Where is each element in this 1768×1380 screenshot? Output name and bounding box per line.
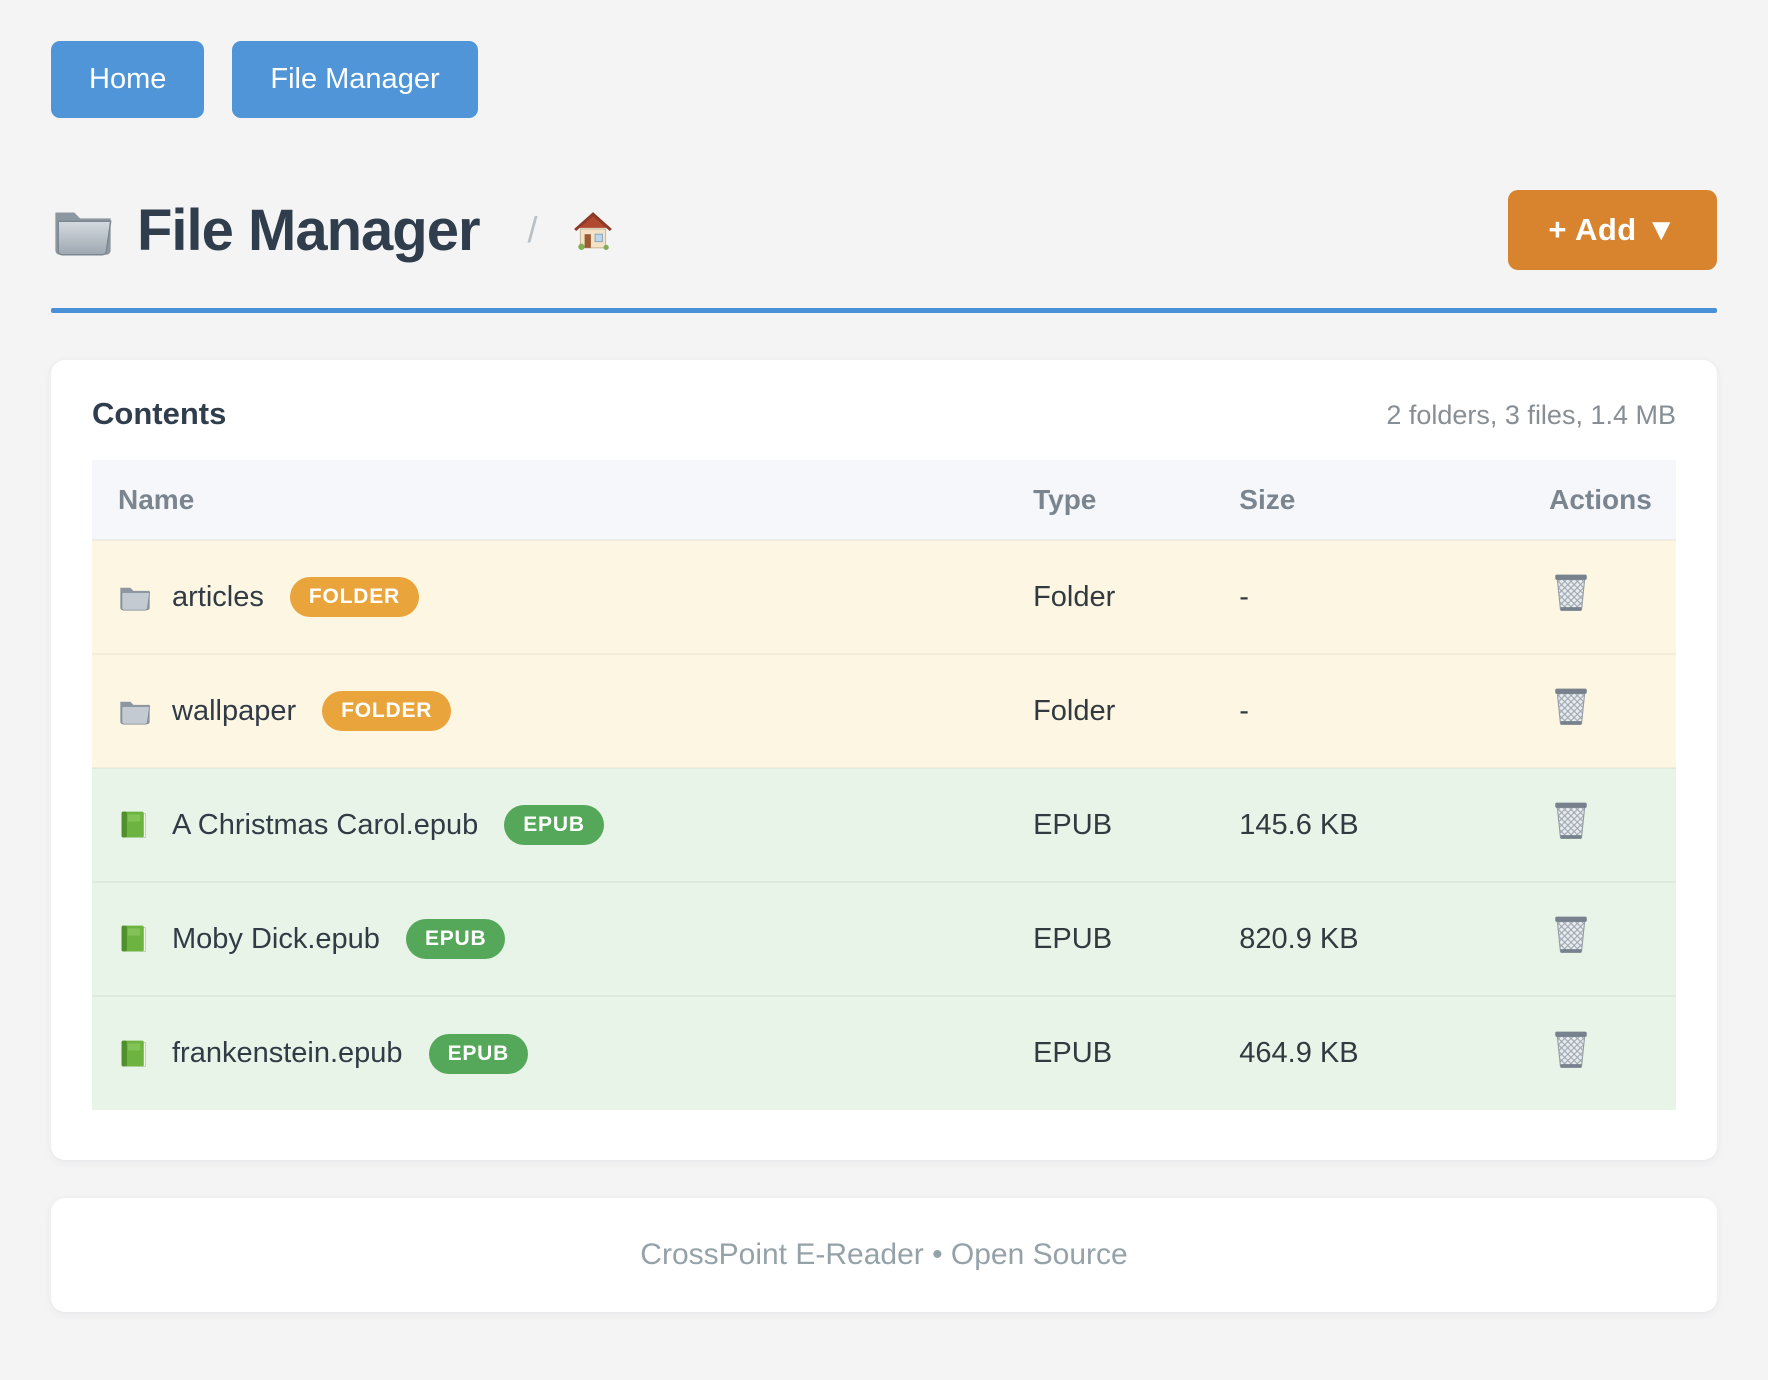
size-cell: 464.9 KB (1213, 995, 1524, 1110)
trash-icon (1552, 572, 1590, 617)
delete-button[interactable] (1549, 1028, 1593, 1074)
size-cell: 145.6 KB (1213, 767, 1524, 882)
page-title: File Manager (137, 197, 481, 263)
delete-button[interactable] (1549, 572, 1593, 618)
book-icon (118, 1038, 152, 1070)
table-row[interactable]: frankenstein.epub EPUB EPUB 464.9 KB (92, 995, 1676, 1110)
nav-file-manager-button[interactable]: File Manager (232, 41, 478, 118)
footer-card: CrossPoint E-Reader • Open Source (51, 1198, 1717, 1312)
table-row[interactable]: articles FOLDER Folder - (92, 539, 1676, 654)
type-cell: Folder (1007, 653, 1214, 768)
file-name: A Christmas Carol.epub (172, 808, 479, 841)
type-badge: EPUB (428, 1033, 529, 1074)
trash-icon (1552, 1029, 1590, 1074)
type-cell: EPUB (1007, 767, 1214, 882)
page-header: File Manager / + Add ▼ (51, 190, 1717, 270)
book-icon (118, 809, 152, 841)
column-header-type: Type (1007, 460, 1214, 540)
nav-home-button[interactable]: Home (51, 41, 205, 118)
column-header-actions: Actions (1523, 460, 1676, 540)
files-table: Name Type Size Actions (92, 460, 1676, 1110)
size-cell: - (1213, 539, 1524, 654)
table-row[interactable]: wallpaper FOLDER Folder - (92, 653, 1676, 768)
type-badge: FOLDER (322, 691, 452, 731)
type-cell: Folder (1007, 539, 1214, 654)
title-group: File Manager / (51, 197, 614, 264)
top-nav: Home File Manager (51, 41, 1717, 118)
folder-icon (118, 581, 152, 613)
contents-summary: 2 folders, 3 files, 1.4 MB (1386, 400, 1676, 430)
footer-text: CrossPoint E-Reader • Open Source (640, 1238, 1128, 1271)
delete-button[interactable] (1549, 800, 1593, 846)
type-cell: EPUB (1007, 881, 1214, 996)
add-button[interactable]: + Add ▼ (1508, 190, 1717, 270)
file-name: Moby Dick.epub (172, 922, 380, 955)
type-badge: EPUB (504, 805, 604, 845)
column-header-size: Size (1213, 460, 1524, 540)
column-header-name: Name (92, 460, 1008, 540)
contents-card: Contents 2 folders, 3 files, 1.4 MB Name… (51, 360, 1717, 1160)
folder-icon (51, 202, 115, 258)
table-row[interactable]: Moby Dick.epub EPUB EPUB 820.9 KB (92, 881, 1676, 996)
trash-icon (1552, 686, 1590, 731)
breadcrumb-separator: / (527, 209, 538, 250)
size-cell: - (1213, 653, 1524, 768)
table-body: articles FOLDER Folder - (92, 539, 1676, 1110)
file-name: wallpaper (172, 694, 297, 727)
size-cell: 820.9 KB (1213, 881, 1524, 996)
type-badge: EPUB (405, 919, 506, 959)
folder-icon (118, 695, 152, 727)
type-cell: EPUB (1007, 995, 1214, 1110)
house-icon[interactable] (572, 209, 614, 251)
type-badge: FOLDER (289, 577, 419, 617)
card-title: Contents (92, 396, 227, 431)
delete-button[interactable] (1549, 914, 1593, 960)
trash-icon (1552, 800, 1590, 845)
delete-button[interactable] (1549, 686, 1593, 732)
table-header-row: Name Type Size Actions (92, 460, 1676, 540)
file-name: articles (172, 580, 264, 613)
file-name: frankenstein.epub (172, 1037, 403, 1069)
trash-icon (1552, 914, 1590, 959)
table-row[interactable]: A Christmas Carol.epub EPUB EPUB 145.6 K… (92, 767, 1676, 882)
book-icon (118, 923, 152, 955)
title-divider (51, 308, 1717, 313)
